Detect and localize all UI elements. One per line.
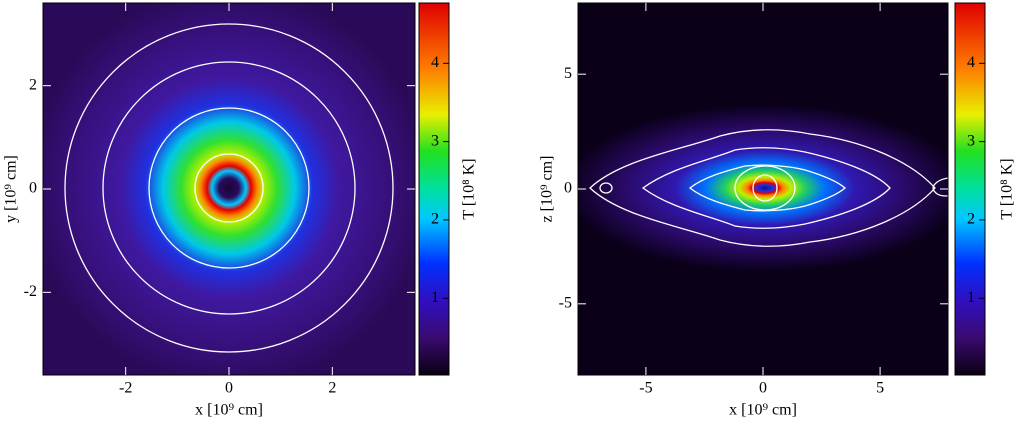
- x-axis-label: x [10⁹ cm]: [729, 402, 797, 419]
- y-axis-label: y [10⁹ cm]: [3, 155, 20, 223]
- colorbar-tick-label: 1: [967, 289, 975, 306]
- y-tick-label: 2: [29, 76, 37, 93]
- colorbar-tick-label: 4: [967, 54, 975, 71]
- contours: [64, 23, 394, 353]
- colorbar-tick-label: 1: [431, 289, 439, 306]
- y-axis-label: z [10⁹ cm]: [539, 156, 556, 223]
- colorbar-label: T [10⁸ K]: [999, 158, 1016, 219]
- colorbar-label: T [10⁸ K]: [461, 158, 478, 219]
- x-axis-label: x [10⁹ cm]: [195, 402, 263, 419]
- y-tick-label: -2: [24, 283, 37, 300]
- heatmap: [578, 3, 948, 375]
- colorbar-tick-label: 3: [431, 132, 439, 149]
- heatmap: [43, 3, 415, 375]
- y-tick-label: 0: [564, 180, 572, 197]
- colorbar-tick-label: 4: [431, 54, 439, 71]
- colorbar: [954, 2, 986, 376]
- x-tick-label: 0: [759, 380, 767, 397]
- x-tick-label: 0: [225, 380, 233, 397]
- y-tick-label: 5: [564, 65, 572, 82]
- y-tick-label: 0: [29, 180, 37, 197]
- x-tick-label: -5: [639, 380, 652, 397]
- colorbar-tick-label: 3: [967, 132, 975, 149]
- y-tick-label: -5: [559, 294, 572, 311]
- contours: [589, 129, 949, 247]
- colorbar: [418, 2, 450, 376]
- colorbar-tick-label: 2: [431, 211, 439, 228]
- x-tick-label: -2: [119, 380, 132, 397]
- colorbar-tick-label: 2: [967, 211, 975, 228]
- x-tick-label: 5: [876, 380, 884, 397]
- x-tick-label: 2: [328, 380, 336, 397]
